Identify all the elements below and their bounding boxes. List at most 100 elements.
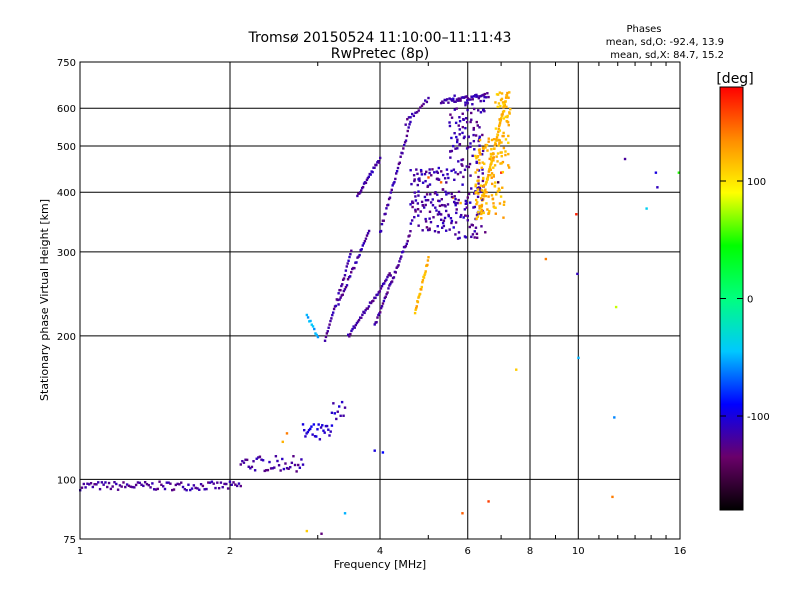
data-point	[111, 485, 114, 488]
data-point	[385, 278, 388, 281]
data-point	[496, 181, 500, 184]
colorbar-tick-label: 100	[747, 177, 766, 188]
data-point	[476, 155, 479, 159]
data-point	[172, 488, 176, 491]
data-point	[285, 432, 289, 435]
data-point	[379, 311, 382, 314]
data-point	[474, 183, 477, 186]
data-point	[417, 214, 420, 217]
data-point	[479, 188, 482, 191]
data-point	[466, 196, 469, 199]
data-point	[257, 456, 260, 459]
data-point	[461, 183, 464, 186]
data-point	[475, 95, 478, 98]
data-point	[447, 214, 450, 218]
data-point	[406, 129, 409, 133]
data-point	[425, 170, 428, 174]
data-point	[504, 100, 507, 103]
data-point	[471, 98, 474, 101]
data-point	[93, 483, 96, 486]
data-point	[424, 220, 428, 223]
data-point	[453, 178, 456, 182]
data-point	[440, 198, 444, 201]
data-point	[356, 320, 360, 323]
data-point	[479, 99, 482, 103]
data-point	[142, 484, 145, 488]
data-point	[221, 485, 224, 489]
data-point	[481, 172, 484, 175]
data-point	[347, 259, 350, 262]
data-point	[443, 177, 447, 180]
data-point	[476, 168, 479, 172]
data-point	[292, 455, 295, 458]
data-point	[230, 483, 233, 486]
data-point	[450, 136, 453, 140]
data-point	[507, 141, 510, 145]
data-point	[502, 216, 505, 219]
data-point	[353, 266, 356, 270]
data-point	[445, 168, 449, 171]
data-point	[416, 183, 419, 187]
data-point	[358, 253, 361, 257]
data-point	[438, 199, 441, 203]
data-point	[336, 410, 339, 413]
data-point	[341, 283, 344, 286]
data-point	[340, 400, 344, 404]
data-point	[445, 193, 448, 196]
data-point	[458, 116, 461, 119]
data-point	[339, 296, 342, 299]
data-point	[481, 168, 484, 171]
data-point	[483, 191, 487, 194]
data-point	[339, 414, 342, 417]
data-point	[201, 484, 205, 488]
data-point	[488, 157, 491, 161]
data-point	[455, 211, 458, 215]
data-point	[459, 97, 462, 101]
data-point	[429, 193, 432, 196]
data-point	[490, 194, 494, 197]
x-tick-label: 4	[377, 546, 383, 557]
data-point	[445, 181, 448, 184]
data-point	[492, 202, 495, 205]
data-point	[501, 101, 505, 104]
data-point	[417, 190, 420, 193]
data-point	[399, 257, 402, 260]
data-point	[505, 119, 508, 123]
data-point	[482, 184, 485, 188]
data-point	[439, 101, 443, 105]
data-point	[507, 123, 510, 127]
data-point	[205, 487, 208, 491]
data-point	[452, 226, 455, 229]
data-point	[120, 485, 123, 488]
data-point	[133, 486, 136, 489]
data-point	[477, 175, 480, 179]
data-point	[306, 316, 310, 319]
data-point	[404, 123, 407, 126]
data-point	[377, 313, 380, 317]
data-point	[443, 216, 447, 220]
data-point	[379, 306, 383, 310]
data-point	[156, 487, 159, 491]
data-point	[367, 305, 371, 308]
data-point	[478, 207, 481, 210]
data-point	[431, 204, 435, 207]
data-point	[258, 455, 262, 458]
data-point	[196, 487, 199, 490]
data-point	[359, 189, 363, 192]
data-point	[493, 185, 497, 188]
data-point	[484, 96, 488, 99]
data-point	[317, 423, 320, 426]
data-point	[360, 248, 363, 251]
data-point	[253, 469, 257, 472]
data-point	[488, 165, 492, 169]
data-point	[409, 116, 412, 119]
data-point	[396, 265, 399, 268]
data-point	[462, 216, 465, 219]
data-point	[498, 188, 501, 192]
data-point	[437, 178, 440, 181]
data-point	[485, 180, 488, 184]
data-point	[415, 111, 419, 114]
data-point	[386, 291, 389, 294]
data-point	[472, 206, 475, 209]
data-point	[207, 481, 210, 484]
